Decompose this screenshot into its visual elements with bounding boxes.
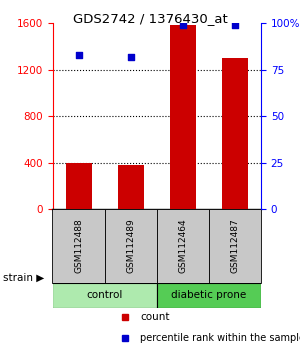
Text: GSM112487: GSM112487 bbox=[230, 219, 239, 273]
Text: GSM112488: GSM112488 bbox=[74, 219, 83, 273]
Bar bbox=[52, 283, 157, 308]
Bar bbox=[209, 209, 261, 283]
Bar bbox=[157, 209, 209, 283]
Text: control: control bbox=[86, 290, 123, 300]
Point bbox=[232, 22, 237, 28]
Text: count: count bbox=[140, 312, 169, 322]
Bar bbox=[222, 58, 248, 209]
Point bbox=[128, 54, 133, 59]
Point bbox=[180, 22, 185, 28]
Bar bbox=[105, 209, 157, 283]
Point bbox=[76, 52, 81, 57]
Text: GDS2742 / 1376430_at: GDS2742 / 1376430_at bbox=[73, 12, 227, 25]
Bar bbox=[118, 165, 144, 209]
Bar bbox=[65, 163, 92, 209]
Bar bbox=[52, 209, 105, 283]
Text: GSM112489: GSM112489 bbox=[126, 219, 135, 273]
Bar bbox=[170, 25, 196, 209]
Text: diabetic prone: diabetic prone bbox=[171, 290, 247, 300]
Bar bbox=[157, 283, 261, 308]
Text: strain ▶: strain ▶ bbox=[3, 273, 44, 283]
Text: GSM112464: GSM112464 bbox=[178, 219, 187, 273]
Text: percentile rank within the sample: percentile rank within the sample bbox=[140, 333, 300, 343]
